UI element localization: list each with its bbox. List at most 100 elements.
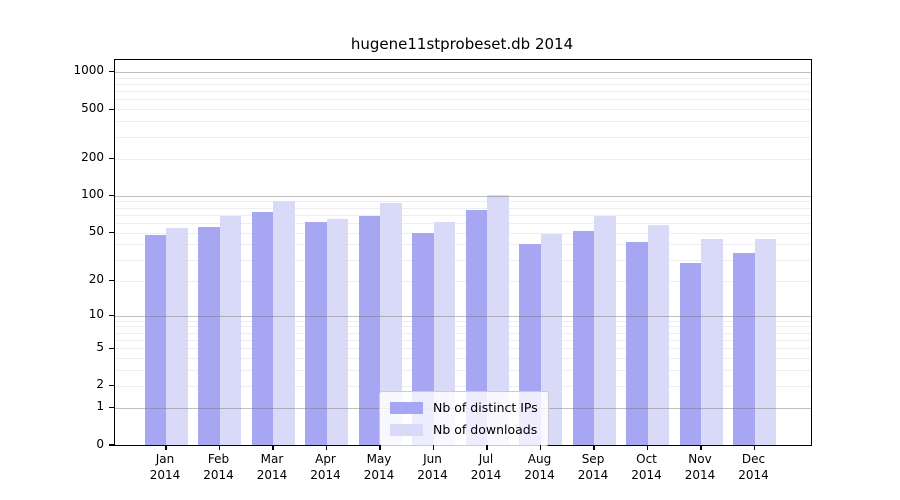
bar-downloads-sep: [594, 215, 616, 445]
y-tick: [109, 347, 115, 349]
bar-distinct-ips-oct: [626, 241, 648, 445]
x-tick-label-month: Jan: [155, 452, 175, 466]
minor-gridline: [115, 207, 811, 209]
x-tick-label-year: 2014: [470, 467, 502, 482]
x-tick-label: Oct 2014: [607, 452, 687, 483]
bar-downloads-jan: [166, 227, 188, 445]
y-tick-label: 500: [81, 100, 104, 115]
plot-area: Nb of distinct IPs Nb of downloads: [109, 59, 812, 450]
x-tick-label-month: Jul: [478, 452, 494, 466]
x-tick-label-month: Jun: [423, 452, 442, 466]
x-tick: [432, 445, 435, 450]
x-tick: [379, 445, 381, 450]
x-tick-label-year: 2014: [203, 467, 234, 482]
x-tick: [272, 445, 274, 450]
bar-distinct-ips-mar: [251, 211, 273, 445]
minor-gridline: [115, 244, 811, 246]
major-gridline: [115, 315, 811, 317]
x-tick-label: Apr 2014: [286, 452, 366, 483]
x-tick-label: Jul 2014: [446, 452, 526, 483]
bar-downloads-feb: [219, 215, 241, 445]
bar-downloads-may: [380, 203, 402, 445]
x-tick-label: Mar 2014: [232, 452, 312, 483]
x-tick-label-month: May: [366, 452, 392, 466]
bar-downloads-jun: [433, 222, 455, 445]
x-tick-label: Aug 2014: [500, 452, 580, 483]
x-tick-label-month: Sep: [581, 452, 605, 466]
x-tick: [218, 445, 221, 450]
minor-gridline: [115, 385, 811, 387]
y-tick-label: 2: [96, 377, 104, 392]
x-tick-label-month: Oct: [636, 452, 657, 466]
x-tick-label-month: Dec: [741, 452, 766, 466]
chart-title: hugene11stprobeset.db 2014: [350, 35, 574, 53]
x-tick-label: Nov 2014: [660, 452, 740, 483]
x-tick: [325, 445, 328, 450]
x-tick-label: Jan 2014: [125, 452, 205, 483]
x-tick-label: Sep 2014: [553, 452, 633, 483]
x-tick-label-year: 2014: [524, 467, 555, 482]
x-tick-label-month: Aug: [527, 452, 552, 466]
minor-gridline: [115, 358, 811, 360]
y-tick: [109, 195, 115, 197]
x-tick-label-year: 2014: [149, 467, 181, 482]
minor-gridline: [115, 259, 811, 261]
x-tick-label-month: Mar: [260, 452, 284, 466]
x-tick-label: Jun 2014: [393, 452, 473, 483]
bar-downloads-mar: [273, 201, 295, 445]
minor-gridline: [115, 339, 811, 341]
legend: Nb of distinct IPs Nb of downloads: [379, 391, 549, 446]
y-tick: [109, 406, 115, 409]
x-tick-label: Feb 2014: [179, 452, 259, 483]
x-tick: [539, 445, 542, 450]
x-tick-label-month: Apr: [315, 452, 336, 466]
minor-gridline: [115, 348, 811, 350]
minor-gridline: [115, 332, 811, 334]
y-tick: [109, 157, 115, 160]
major-gridline: [115, 71, 811, 73]
bar-downloads-jul: [487, 194, 509, 445]
y-tick-label: 0: [96, 436, 104, 451]
bar-distinct-ips-apr: [305, 222, 327, 445]
x-tick: [593, 445, 595, 450]
y-tick: [109, 314, 115, 317]
bar-distinct-ips-sep: [572, 230, 594, 445]
x-tick-label-month: Feb: [207, 452, 230, 466]
legend-swatch-distinct-ips: [390, 401, 423, 414]
x-tick-label-month: Nov: [688, 452, 712, 466]
x-tick-label-year: 2014: [684, 467, 716, 482]
bar-distinct-ips-may: [358, 215, 380, 445]
bar-distinct-ips-nov: [679, 263, 701, 445]
legend-swatch-downloads: [390, 423, 423, 436]
x-tick-label: Dec 2014: [714, 452, 794, 483]
x-tick: [165, 445, 167, 450]
bar-distinct-ips-jul: [465, 210, 487, 445]
x-tick-label-year: 2014: [631, 467, 662, 482]
legend-item-downloads: Nb of downloads: [390, 422, 542, 437]
legend-item-distinct-ips: Nb of distinct IPs: [390, 400, 542, 415]
y-tick: [109, 385, 115, 387]
y-tick: [109, 232, 115, 234]
bar-downloads-oct: [647, 224, 669, 445]
minor-gridline: [115, 136, 811, 138]
minor-gridline: [115, 326, 811, 328]
x-tick: [486, 445, 488, 450]
minor-gridline: [115, 320, 811, 322]
minor-gridline: [115, 280, 811, 282]
bar-downloads-apr: [326, 218, 348, 445]
y-axis-labels: 0 1 2 5 10 20 50 100 200 500 1000: [0, 59, 104, 450]
y-tick-label: 100: [81, 187, 104, 202]
y-tick-label: 50: [88, 224, 104, 239]
x-tick-label-year: 2014: [577, 467, 609, 482]
major-gridline: [115, 195, 811, 197]
bar-downloads-dec: [754, 239, 776, 445]
legend-label-distinct-ips: Nb of distinct IPs: [433, 400, 538, 415]
minor-gridline: [115, 222, 811, 224]
y-tick: [109, 108, 115, 110]
minor-gridline: [115, 214, 811, 216]
minor-gridline: [115, 232, 811, 234]
minor-gridline: [115, 109, 811, 111]
minor-gridline: [115, 201, 811, 203]
x-tick-label-year: 2014: [256, 467, 288, 482]
